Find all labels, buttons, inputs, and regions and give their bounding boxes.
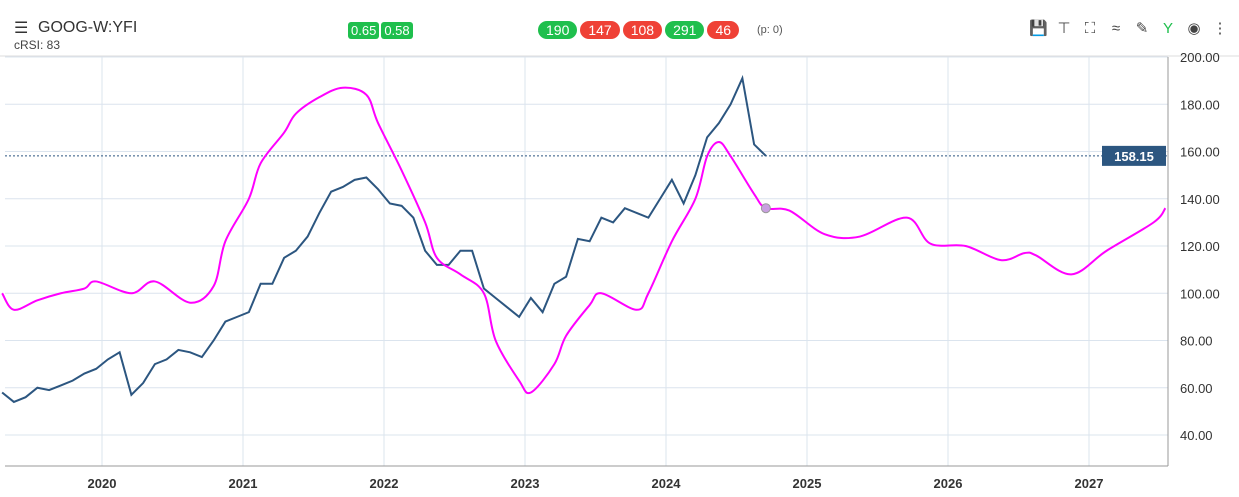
- badge: 0.65: [348, 22, 380, 39]
- y-tick-label: 100.00: [1180, 286, 1220, 301]
- last-price-label-bg: [1102, 145, 1166, 166]
- x-tick-label: 2022: [370, 476, 399, 491]
- x-tick-label: 2020: [88, 476, 117, 491]
- x-tick-label: 2026: [934, 476, 963, 491]
- last-price-label: 158.15: [1114, 149, 1154, 164]
- p-label: (p: 0): [757, 24, 783, 36]
- pill: 291: [665, 21, 705, 39]
- pill: 108: [622, 21, 663, 39]
- x-tick-label: 2024: [652, 476, 682, 491]
- y-tick-label: 160.00: [1180, 145, 1220, 160]
- pill: 190: [538, 21, 578, 39]
- x-tick-label: 2027: [1075, 476, 1104, 491]
- price-line: [1, 74, 767, 404]
- indicator-icon[interactable]: ≈: [1111, 20, 1121, 37]
- y-tick-label: 140.00: [1180, 192, 1220, 207]
- more-icon[interactable]: ⋮: [1212, 20, 1228, 37]
- cycle-marker: [760, 203, 771, 214]
- badge: 0.58: [381, 22, 413, 39]
- x-tick-label: 2021: [229, 476, 258, 491]
- save-icon[interactable]: 💾: [1029, 20, 1048, 37]
- y-tick-label: 60.00: [1180, 381, 1213, 396]
- draw-icon[interactable]: ✎: [1135, 20, 1149, 37]
- count-pills: 190 147 108 291 46: [538, 21, 740, 39]
- cycle-line: [1, 86, 1167, 395]
- x-tick-label: 2025: [793, 476, 822, 491]
- pill: 147: [580, 21, 620, 39]
- y-tick-label: 180.00: [1180, 97, 1220, 112]
- y-tick-label: 200.00: [1180, 50, 1220, 65]
- chart-header: ☰ GOOG-W:YFI cRSI: 83 0.65 0.58 190 147 …: [0, 0, 1239, 56]
- x-tick-label: 2023: [511, 476, 540, 491]
- menu-icon[interactable]: ☰: [14, 20, 29, 37]
- y-tick-label: 80.00: [1180, 334, 1213, 349]
- y-tick-label: 40.00: [1180, 428, 1213, 443]
- eye-icon[interactable]: ◉: [1187, 20, 1201, 37]
- small-badges: 0.65 0.58: [348, 22, 413, 39]
- pill: 46: [707, 21, 740, 39]
- fullscreen-icon[interactable]: ⛶: [1084, 20, 1096, 37]
- y-tick-label: 120.00: [1180, 239, 1220, 254]
- indicator-label: cRSI: 83: [14, 38, 61, 52]
- symbol-title[interactable]: GOOG-W:YFI: [38, 19, 138, 36]
- fork-icon[interactable]: Y: [1162, 20, 1173, 37]
- pin-icon[interactable]: ⊤: [1057, 20, 1071, 37]
